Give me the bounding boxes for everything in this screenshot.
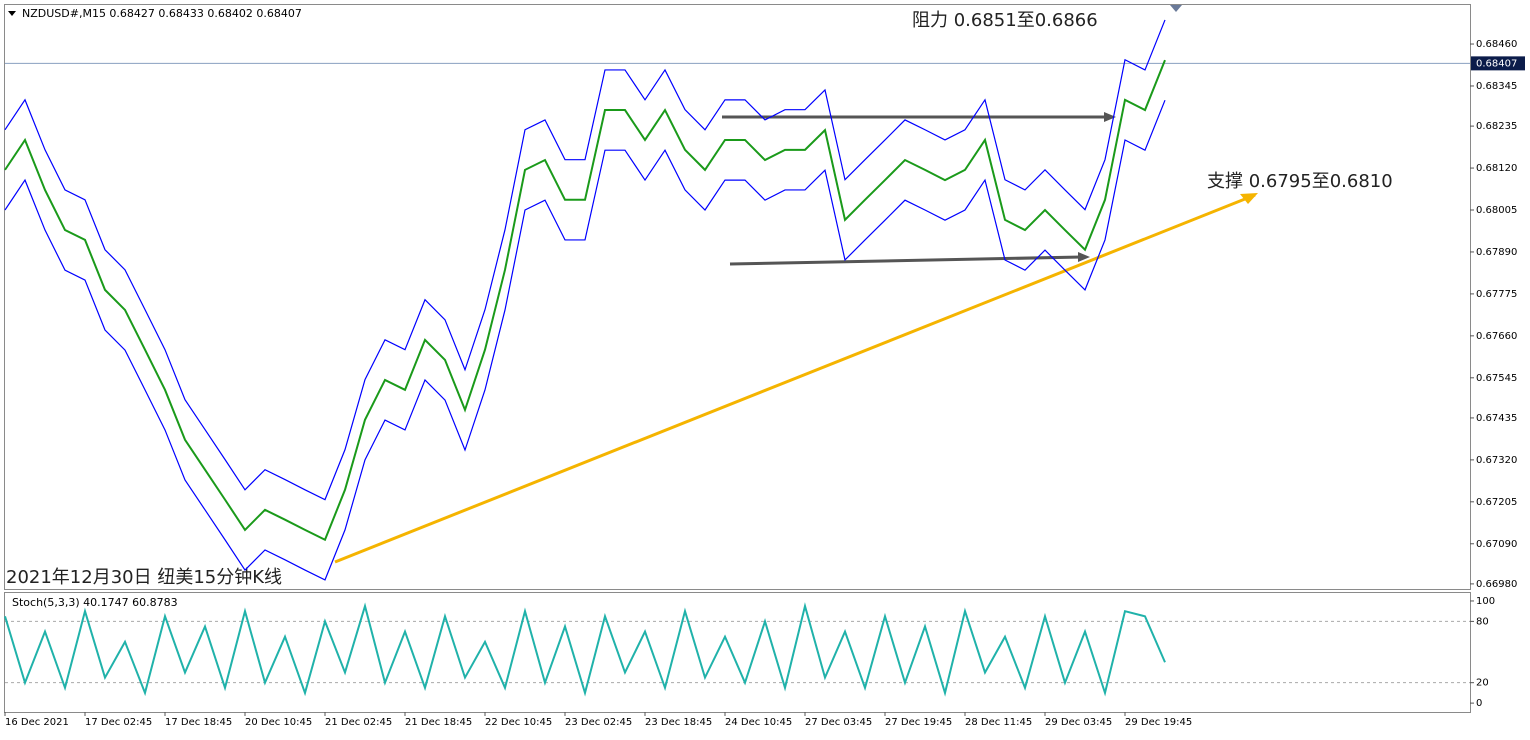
x-tick-label: 22 Dec 10:45 [485,717,552,728]
support-arrow [729,255,1083,266]
x-tick-label: 16 Dec 2021 [5,717,69,728]
x-tick-label: 27 Dec 19:45 [885,717,952,728]
y-tick-label: 0.67660 [1476,331,1517,342]
y-tick-label: 0.68005 [1476,205,1517,216]
y-tick-label: 0.68235 [1476,121,1517,132]
symbol-header: NZDUSD#,M15 0.68427 0.68433 0.68402 0.68… [22,7,302,20]
series-line [4,19,1166,501]
marker [1170,5,1182,12]
y-tick-label: 0.68345 [1476,81,1517,92]
series-line [4,99,1166,581]
y-tick-label: 0.67775 [1476,289,1517,300]
main-panel [4,4,1471,590]
stoch-panel [4,592,1471,713]
y-tick-label: 0.67320 [1476,455,1517,466]
y-tick-label: 0.68120 [1476,163,1517,174]
x-tick-label: 27 Dec 03:45 [805,717,872,728]
price-label: 0.68407 [1476,58,1517,69]
y-tick-label: 100 [1476,596,1495,607]
y-tick-label: 0 [1476,698,1482,709]
y-tick-label: 0.68460 [1476,39,1517,50]
arrow-head [1104,112,1116,122]
menu-marker [8,11,16,16]
x-tick-label: 29 Dec 03:45 [1045,717,1112,728]
arrow-head [1240,193,1258,204]
x-tick-label: 23 Dec 18:45 [645,717,712,728]
y-tick-label: 80 [1476,616,1489,627]
x-tick-label: 29 Dec 19:45 [1125,717,1192,728]
price-box [1471,56,1525,71]
x-tick-label: 21 Dec 02:45 [325,717,392,728]
y-tick-label: 0.67545 [1476,373,1517,384]
series-line [4,59,1166,542]
support-trend-line [334,193,1256,564]
x-tick-label: 23 Dec 02:45 [565,717,632,728]
y-tick-label: 0.67205 [1476,497,1517,508]
x-tick-label: 17 Dec 18:45 [165,717,232,728]
series-line [4,602,1166,697]
chart-note: 2021年12月30日 纽美15分钟K线 [6,567,282,588]
y-tick-label: 0.67090 [1476,539,1517,550]
x-tick-label: 21 Dec 18:45 [405,717,472,728]
y-tick-label: 0.66980 [1476,579,1517,590]
y-tick-label: 20 [1476,678,1489,689]
x-tick-label: 17 Dec 02:45 [85,717,152,728]
x-tick-label: 24 Dec 10:45 [725,717,792,728]
x-tick-label: 28 Dec 11:45 [965,717,1032,728]
stoch-title: Stoch(5,3,3) 40.1747 60.8783 [12,596,178,609]
resistance-note: 阻力 0.6851至0.6866 [912,10,1098,31]
arrow-head [1078,252,1090,262]
x-tick-label: 20 Dec 10:45 [245,717,312,728]
y-tick-label: 0.67435 [1476,413,1517,424]
support-note: 支撑 0.6795至0.6810 [1207,171,1393,192]
y-tick-label: 0.67890 [1476,247,1517,258]
